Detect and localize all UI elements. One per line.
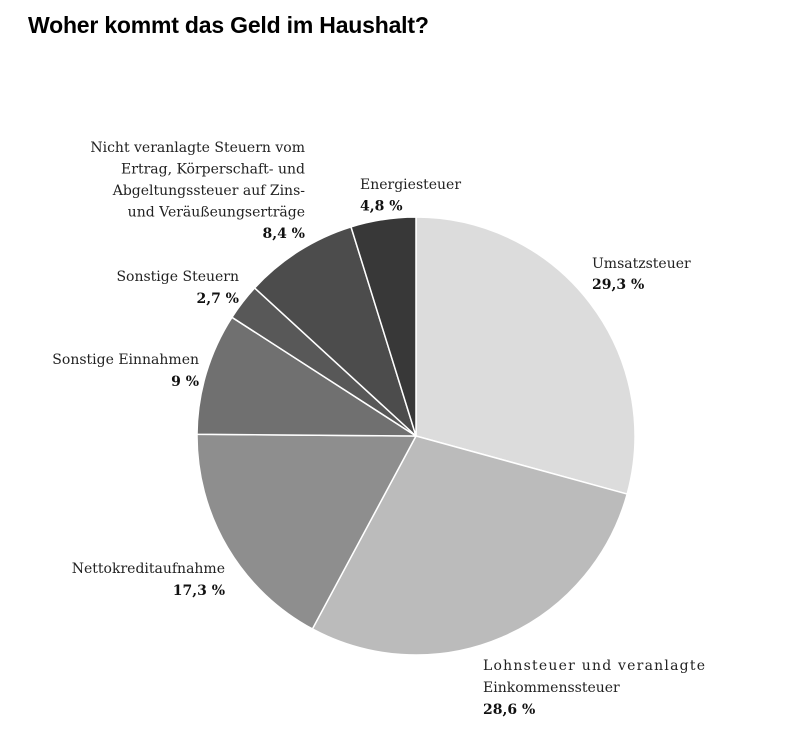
slice-label-text: Sonstige Einnahmen <box>52 352 199 368</box>
pie-slices <box>196 216 636 656</box>
slice-value-label: 28,6 % <box>483 702 535 718</box>
pie-slice-1 <box>415 216 636 495</box>
slice-label-text: Abgeltungssteuer auf Zins- <box>112 183 306 199</box>
slice-label-2: Lohnsteuer und veranlagte Einkommenssteue… <box>483 658 705 718</box>
slice-value-label: 29,3 % <box>592 277 644 293</box>
chart-title: Woher kommt das Geld im Haushalt? <box>28 12 429 38</box>
slice-label-3: Nettokreditaufnahme 17,3 % <box>72 561 225 599</box>
pie-slice-6 <box>253 226 417 437</box>
slice-label-text: Sonstige Steuern <box>116 269 239 285</box>
pie-slice-3 <box>196 433 417 630</box>
slice-label-text: Lohnsteuer und veranlagte <box>483 658 705 674</box>
slice-value-label: 17,3 % <box>173 583 225 599</box>
slice-label-1: Umsatzsteuer 29,3 % <box>592 256 691 293</box>
slice-label-text: Nettokreditaufnahme <box>72 561 225 577</box>
slice-label-text: und Veräußeungserträge <box>128 205 305 221</box>
slice-label-text: Einkommenssteuer <box>483 680 620 696</box>
slice-value-label: 4,8 % <box>360 199 403 215</box>
pie-labels: Umsatzsteuer 29,3 % Lohnsteuer und veranla… <box>52 140 705 718</box>
slice-label-5: Sonstige Steuern 2,7 % <box>116 269 239 307</box>
slice-label-6: Nicht veranlagte Steuern vom Ertrag, Körp… <box>90 140 305 242</box>
slice-label-text: Energiesteuer <box>360 177 461 193</box>
slice-label-4: Sonstige Einnahmen 9 % <box>52 352 199 390</box>
slice-value-label: 8,4 % <box>262 226 305 242</box>
slice-label-text: Ertrag, Körperschaft- und <box>121 162 305 178</box>
pie-slice-4 <box>196 316 417 437</box>
slice-value-label: 2,7 % <box>196 291 239 307</box>
slice-label-7: Energiesteuer 4,8 % <box>360 177 461 215</box>
slice-label-text: Umsatzsteuer <box>592 256 691 272</box>
slice-label-text: Nicht veranlagte Steuern vom <box>90 140 305 156</box>
slice-value-label: 9 % <box>171 374 199 390</box>
pie-slice-2 <box>311 435 628 656</box>
pie-slice-7 <box>350 216 417 437</box>
